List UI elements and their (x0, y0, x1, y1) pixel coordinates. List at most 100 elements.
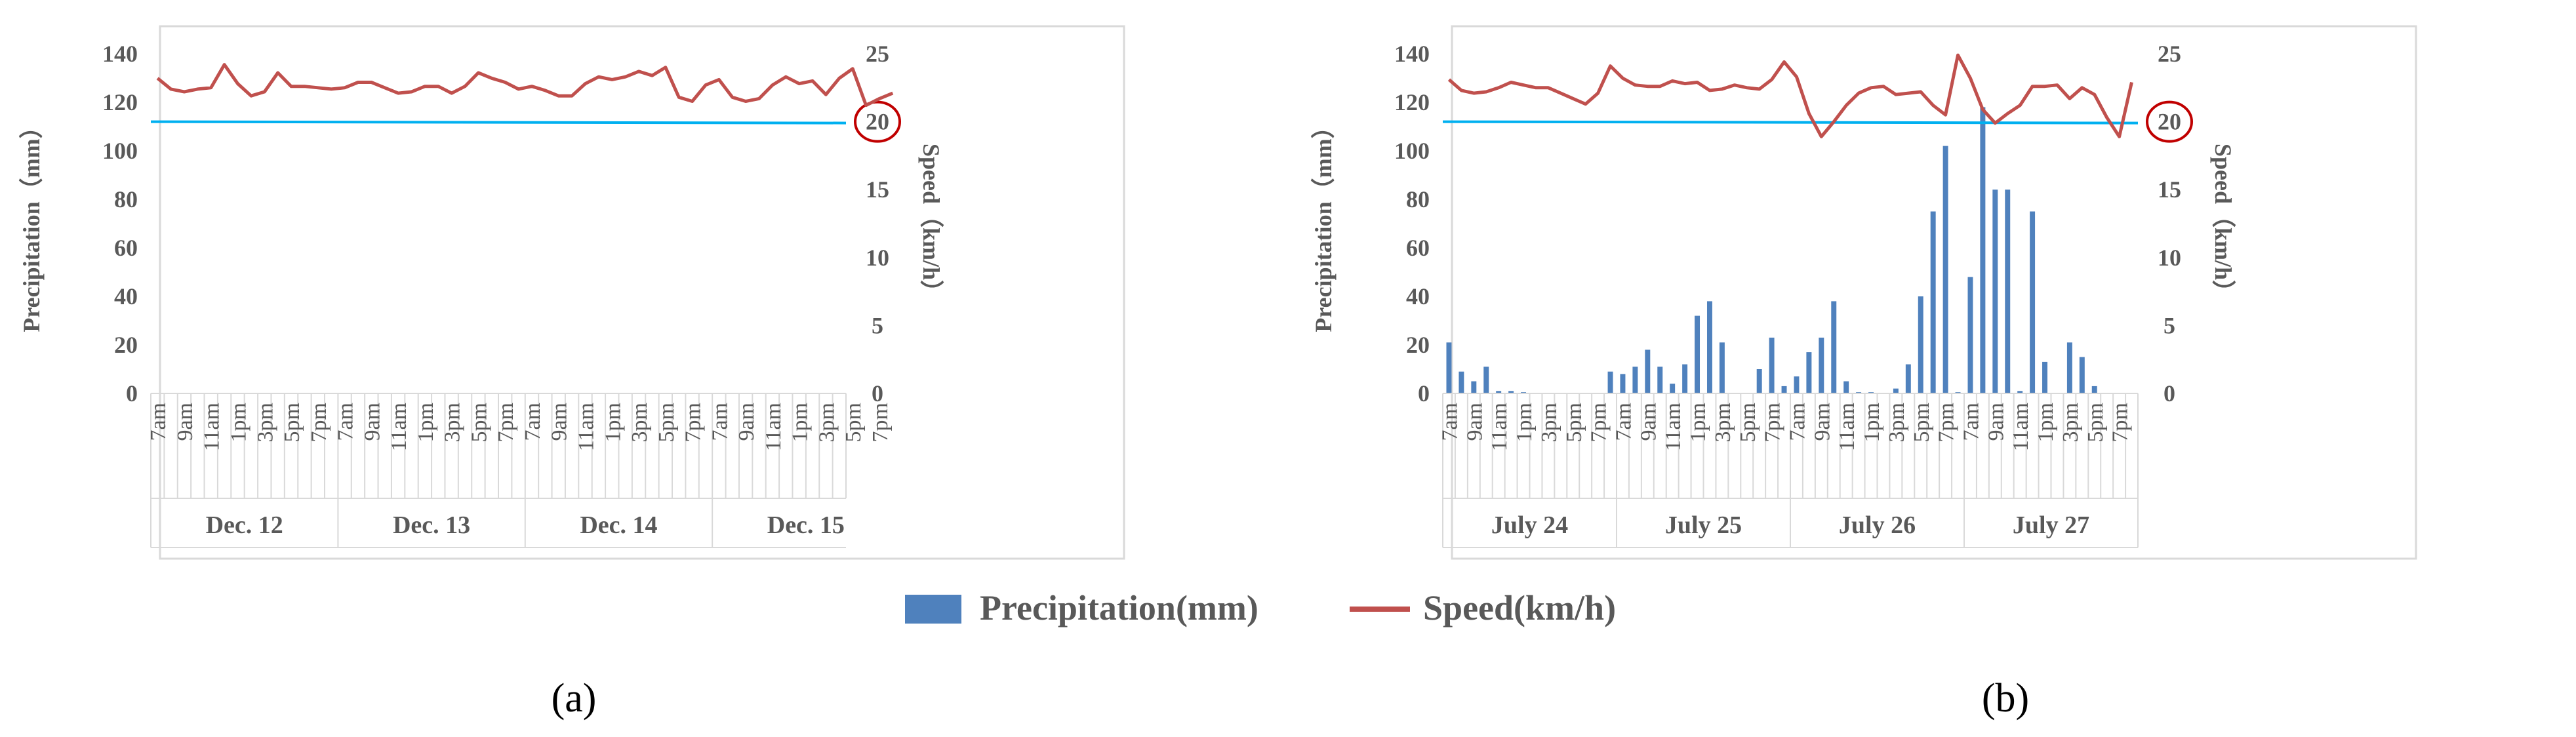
y-tick-label: 80 (1406, 186, 1430, 212)
hour-tick-label: 7am (1959, 403, 1983, 441)
precip-bar (2030, 211, 2036, 393)
precip-bar (1769, 337, 1775, 393)
precip-bar (1942, 146, 1948, 393)
hour-tick-label: 1pm (788, 403, 813, 442)
hour-tick-label: 3pm (253, 403, 277, 442)
y-tick-label: 100 (102, 138, 138, 164)
precip-bar (2042, 361, 2048, 393)
y-tick-label: 140 (102, 41, 138, 67)
hour-tick-label: 7pm (868, 403, 893, 442)
y-tick-label: 120 (1394, 89, 1430, 115)
legend: Precipitation(mm) Speed(km/h) (905, 588, 1616, 627)
precip-bar (1905, 364, 1911, 393)
precip-bar (1496, 391, 1502, 393)
y-axis-title: Precipitation（mm） (1310, 115, 1337, 332)
hour-tick-label: 7pm (1935, 403, 1959, 442)
hour-tick-label: 1pm (2034, 403, 2058, 442)
y-tick-label: 0 (126, 380, 138, 407)
precip-bar (1719, 342, 1725, 393)
hour-tick-label: 5pm (2083, 403, 2108, 442)
hour-tick-label: 5pm (1562, 403, 1586, 442)
precip-bar (1781, 386, 1787, 393)
y2-tick-label: 10 (866, 245, 889, 271)
precip-bar (1682, 364, 1688, 393)
hour-tick-label: 7am (521, 403, 545, 441)
panel-a-chart: 0 20 40 60 80 100 120 140 0 5 10 15 20 25 Precipitatio… (18, 41, 944, 548)
precip-bar (1893, 388, 1899, 393)
hour-tick-label: 5pm (841, 403, 866, 442)
hour-tick-label: 1pm (1512, 403, 1537, 442)
y2-tick-label: 20 (866, 109, 889, 135)
hour-tick-label: 3pm (441, 403, 465, 442)
hour-tick-label: 7pm (1587, 403, 1611, 442)
hour-tick-label: 9am (1462, 403, 1487, 441)
precip-bar (1967, 277, 1973, 393)
hour-tick-label: 3pm (1711, 403, 1735, 442)
y-tick-label: 80 (114, 186, 138, 212)
y-tick-label: 20 (114, 332, 138, 358)
y-tick-label: 0 (1418, 380, 1430, 407)
hour-tick-label: 7am (334, 403, 358, 441)
day-tick-label: Dec. 14 (580, 511, 657, 539)
precip-bar (1446, 342, 1452, 393)
hour-tick-label: 9am (360, 403, 384, 441)
y2-tick-label: 15 (866, 176, 889, 203)
precip-bar (1632, 367, 1638, 393)
hour-tick-label: 9am (1810, 403, 1834, 441)
y2-tick-label: 10 (2158, 245, 2181, 271)
hour-tick-label: 7am (708, 403, 732, 441)
hour-tick-label: 9am (1636, 403, 1660, 441)
precip-bar (1459, 371, 1464, 393)
y2-tick-label: 0 (872, 380, 883, 407)
y2-tick-label: 0 (2163, 380, 2175, 407)
y2-axis-title: Speed（km/h） (2210, 144, 2236, 304)
precip-bar (2066, 342, 2072, 393)
hour-tick-label: 3pm (1885, 403, 1909, 442)
reference-line (150, 120, 847, 125)
day-tick-label: July 25 (1665, 511, 1742, 539)
hour-tick-label: 11am (1487, 403, 1512, 451)
hour-tick-label: 9am (1984, 403, 2008, 441)
hour-tick-label: 5pm (654, 403, 679, 442)
hour-tick-label: 3pm (815, 403, 839, 442)
day-tick-label: Dec. 12 (206, 511, 283, 539)
hour-tick-label: 11am (761, 403, 786, 451)
precip-bar (1806, 352, 1812, 393)
legend-precip-label: Precipitation(mm) (980, 588, 1258, 627)
hour-tick-label: 7pm (681, 403, 706, 442)
hour-tick-label: 7pm (494, 403, 518, 442)
precip-bar (1670, 384, 1676, 393)
hour-tick-label: 3pm (628, 403, 652, 442)
precip-bar (1695, 315, 1701, 393)
precip-bar (1657, 367, 1663, 393)
hour-tick-label: 1pm (1686, 403, 1710, 442)
precip-bar (2005, 189, 2011, 393)
hour-tick-label: 7am (146, 403, 171, 441)
hour-tick-label: 11am (200, 403, 224, 451)
hour-tick-label: 7pm (307, 403, 331, 442)
precip-bar (1843, 381, 1849, 393)
y2-tick-label: 25 (866, 41, 889, 67)
precip-bar (2079, 357, 2085, 393)
y2-tick-label: 25 (2158, 41, 2181, 67)
reference-line (1442, 120, 2139, 125)
day-tick-label: Dec. 13 (393, 511, 470, 539)
precip-bar (1645, 349, 1651, 393)
precip-bar (1980, 107, 1986, 393)
panel-b-label: (b) (1982, 676, 2029, 721)
hour-tick-label: 11am (1661, 403, 1685, 451)
precip-bar (1756, 369, 1762, 393)
precip-bar (2091, 386, 2097, 393)
precip-bar (1607, 371, 1613, 393)
legend-precip-swatch (905, 595, 961, 624)
precip-bar (2017, 391, 2023, 393)
hour-tick-label: 11am (387, 403, 411, 451)
precip-bar (1620, 374, 1626, 393)
y-tick-label: 140 (1394, 41, 1430, 67)
panel-b-chart: 0 20 40 60 80 100 120 140 0 5 10 15 20 25 Precipitatio… (1310, 41, 2236, 548)
y-tick-label: 60 (1406, 235, 1430, 261)
panel-a-frame (159, 25, 1125, 560)
precip-bar (1508, 391, 1514, 393)
hour-tick-label: 3pm (2059, 403, 2083, 442)
